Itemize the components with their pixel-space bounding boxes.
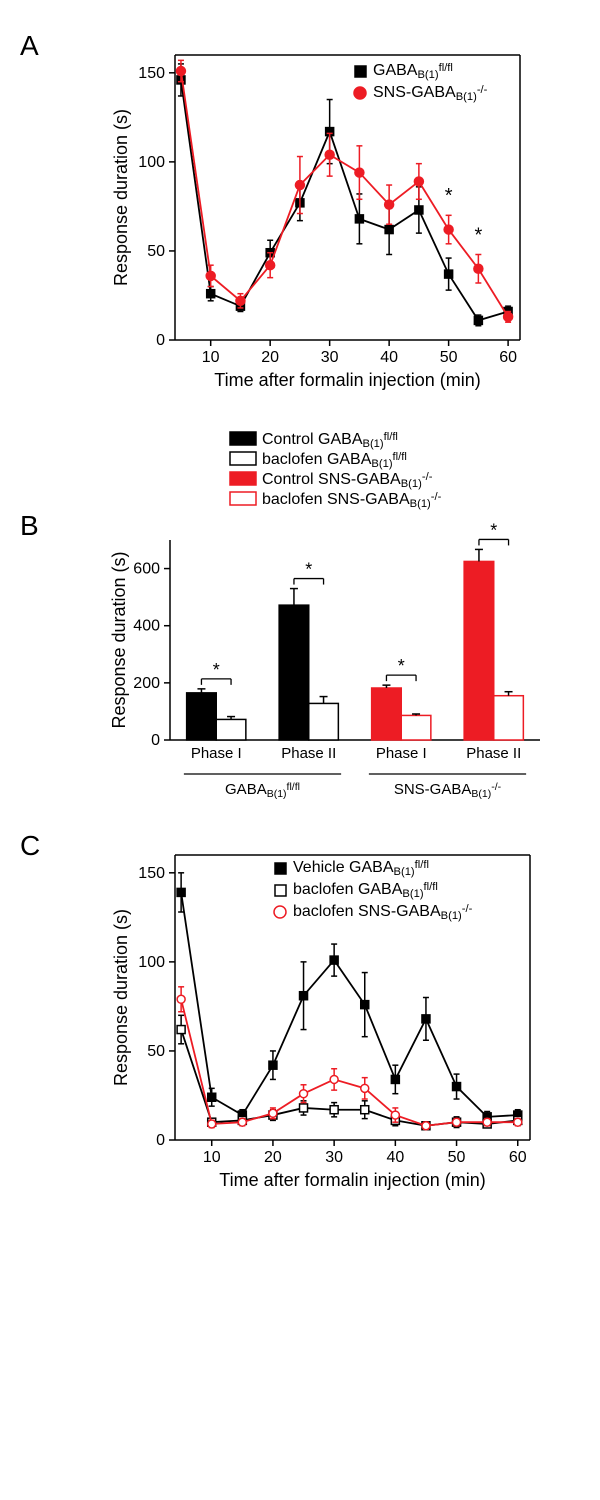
svg-text:150: 150 [138,865,165,882]
svg-text:200: 200 [133,675,160,692]
panel-b-chart-area: Control GABAB(1)fl/flbaclofen GABAB(1)fl… [110,430,600,810]
svg-text:Time after formalin injection: Time after formalin injection (min) [219,1170,485,1190]
svg-text:0: 0 [156,1132,165,1149]
svg-text:50: 50 [448,1149,466,1166]
svg-text:SNS-GABAB(1)-/-: SNS-GABAB(1)-/- [373,84,488,103]
svg-text:Vehicle GABAB(1)fl/fl: Vehicle GABAB(1)fl/fl [293,859,429,878]
svg-text:400: 400 [133,618,160,635]
svg-text:0: 0 [151,732,160,749]
svg-text:GABAB(1)fl/fl: GABAB(1)fl/fl [373,62,453,81]
svg-text:*: * [213,660,220,680]
svg-text:Control SNS-GABAB(1)-/-: Control SNS-GABAB(1)-/- [262,471,433,490]
svg-text:20: 20 [264,1149,282,1166]
svg-text:40: 40 [380,349,398,366]
panel-b-label: B [20,510,39,542]
svg-text:baclofen GABAB(1)fl/fl: baclofen GABAB(1)fl/fl [293,881,438,900]
svg-text:0: 0 [156,332,165,349]
svg-text:GABAB(1)fl/fl: GABAB(1)fl/fl [225,781,300,800]
panel-a: A 050100150102030405060Response duration… [20,40,600,400]
svg-text:150: 150 [138,65,165,82]
panel-c-chart-area: 0 50 100 150 10 20 30 40 50 60 Response duration (… [110,840,600,1200]
svg-text:20: 20 [261,349,279,366]
svg-text:50: 50 [147,243,165,260]
svg-text:30: 30 [325,1149,343,1166]
panel-c-label: C [20,830,40,862]
svg-text:10: 10 [203,1149,221,1166]
svg-text:60: 60 [509,1149,527,1166]
svg-text:baclofen SNS-GABAB(1)-/-: baclofen SNS-GABAB(1)-/- [262,491,442,510]
panel-c: C 050100150102030405060Response duration… [20,840,600,1200]
panel-a-chart-area: 0 50 100 150 10 20 30 40 50 60 Response duration (… [110,40,600,400]
svg-text:*: * [445,185,453,207]
svg-text:Time after formalin injection: Time after formalin injection (min) [214,370,480,390]
svg-text:600: 600 [133,561,160,578]
svg-text:SNS-GABAB(1)-/-: SNS-GABAB(1)-/- [394,781,502,800]
svg-text:*: * [474,224,482,246]
svg-text:Phase II: Phase II [281,745,336,762]
svg-text:60: 60 [499,349,517,366]
svg-text:*: * [398,656,405,676]
panel-b: B Control GABAB(1)fl/flbaclofen GABAB(1)… [20,430,600,810]
svg-text:baclofen GABAB(1)fl/fl: baclofen GABAB(1)fl/fl [262,451,407,470]
svg-text:baclofen SNS-GABAB(1)-/-: baclofen SNS-GABAB(1)-/- [293,903,473,922]
svg-text:Response duration (s): Response duration (s) [111,109,131,286]
panel-b-svg: Control GABAB(1)fl/flbaclofen GABAB(1)fl… [110,430,550,810]
panel-a-svg: 0 50 100 150 10 20 30 40 50 60 Response duration (… [110,40,530,400]
svg-text:*: * [305,560,312,580]
svg-text:Phase I: Phase I [191,745,242,762]
svg-text:Phase I: Phase I [376,745,427,762]
svg-text:Phase II: Phase II [466,745,521,762]
svg-text:100: 100 [138,954,165,971]
svg-text:100: 100 [138,154,165,171]
svg-text:50: 50 [440,349,458,366]
svg-text:50: 50 [147,1043,165,1060]
svg-text:Response duration (s): Response duration (s) [111,909,131,1086]
svg-text:*: * [490,520,497,540]
svg-text:30: 30 [321,349,339,366]
svg-text:10: 10 [202,349,220,366]
panel-a-label: A [20,30,39,62]
panel-c-svg: 0 50 100 150 10 20 30 40 50 60 Response duration (… [110,840,540,1200]
svg-text:40: 40 [386,1149,404,1166]
svg-text:Control GABAB(1)fl/fl: Control GABAB(1)fl/fl [262,431,398,450]
svg-text:Response duration (s): Response duration (s) [110,551,129,728]
